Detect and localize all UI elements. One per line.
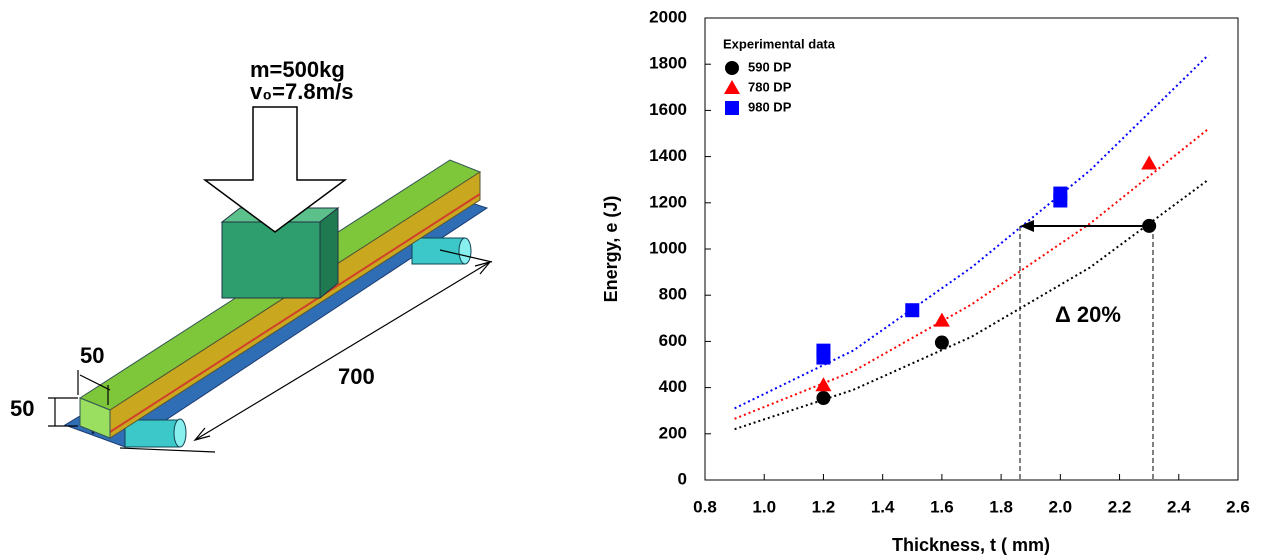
chart: Thickness, t ( mm) Energy, e (J) Experim… bbox=[601, 7, 1250, 554]
y-tick-label: 1600 bbox=[649, 100, 687, 119]
height-label: 50 bbox=[10, 396, 34, 421]
y-tick-label: 800 bbox=[659, 285, 687, 304]
length-label: 700 bbox=[338, 364, 375, 389]
y-tick-label: 0 bbox=[678, 469, 687, 488]
data-point bbox=[1053, 186, 1068, 201]
legend-label: 590 DP bbox=[748, 59, 792, 74]
y-axis-label: Energy, e (J) bbox=[601, 196, 621, 303]
y-tick-label: 600 bbox=[659, 331, 687, 350]
y-tick-label: 2000 bbox=[649, 7, 687, 26]
data-point bbox=[1142, 218, 1157, 233]
legend-marker bbox=[725, 61, 739, 75]
dimension-lines bbox=[48, 249, 493, 453]
beam-end bbox=[79, 397, 111, 439]
flange bbox=[109, 193, 481, 433]
crash-diagram: m=500kg v₀=7.8m/s 50 50 700 bbox=[10, 57, 493, 453]
x-axis-label: Thickness, t ( mm) bbox=[892, 535, 1050, 555]
x-tick-label: 2.0 bbox=[1049, 497, 1073, 516]
y-tick-label: 1800 bbox=[649, 54, 687, 73]
legend-marker bbox=[725, 101, 739, 115]
data-point bbox=[815, 377, 832, 392]
legend-marker bbox=[724, 80, 740, 94]
support-right bbox=[411, 237, 472, 265]
legend-title: Experimental data bbox=[723, 36, 836, 51]
trend-line bbox=[734, 128, 1210, 420]
data-point bbox=[933, 312, 950, 327]
velocity-label: v₀=7.8m/s bbox=[250, 79, 354, 104]
x-tick-label: 2.2 bbox=[1108, 497, 1132, 516]
x-tick-label: 1.0 bbox=[752, 497, 776, 516]
mass-label: m=500kg bbox=[250, 57, 345, 82]
arrow-head bbox=[1020, 220, 1034, 232]
data-point bbox=[934, 335, 949, 350]
trend-line bbox=[734, 178, 1209, 431]
y-tick-label: 1200 bbox=[649, 192, 687, 211]
legend-label: 780 DP bbox=[748, 79, 792, 94]
x-tick-label: 0.8 bbox=[693, 497, 717, 516]
y-tick-label: 1000 bbox=[649, 238, 687, 257]
x-tick-label: 2.4 bbox=[1167, 497, 1191, 516]
width-label: 50 bbox=[80, 343, 104, 368]
data-point bbox=[816, 390, 831, 405]
data-point bbox=[905, 303, 920, 318]
data-point bbox=[816, 343, 831, 358]
x-tick-label: 1.4 bbox=[871, 497, 895, 516]
x-tick-label: 2.6 bbox=[1226, 497, 1250, 516]
data-point bbox=[1141, 155, 1158, 170]
support-left bbox=[124, 418, 187, 448]
x-tick-label: 1.6 bbox=[930, 497, 954, 516]
y-tick-label: 200 bbox=[659, 423, 687, 442]
x-tick-label: 1.2 bbox=[812, 497, 836, 516]
y-tick-label: 1400 bbox=[649, 146, 687, 165]
legend-label: 980 DP bbox=[748, 99, 792, 114]
x-tick-label: 1.8 bbox=[989, 497, 1013, 516]
y-tick-label: 400 bbox=[659, 377, 687, 396]
annotation: Δ 20% bbox=[1055, 302, 1121, 327]
trend-line bbox=[734, 54, 1210, 410]
load-arrow bbox=[202, 106, 348, 233]
